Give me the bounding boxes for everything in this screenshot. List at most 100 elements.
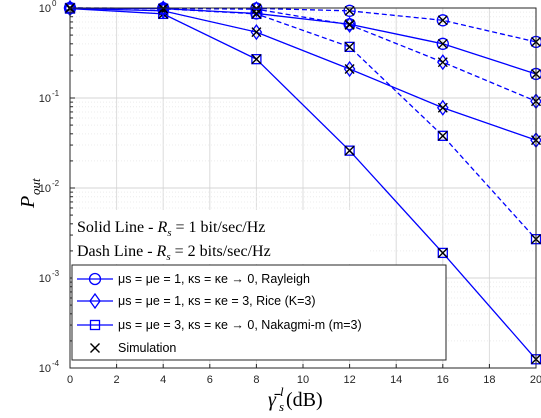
circle-marker <box>436 37 449 50</box>
x-marker-stroke <box>251 8 262 19</box>
y-tick-label: 10 <box>39 93 51 105</box>
square-marker <box>251 54 262 65</box>
y-tick-exponent: -4 <box>52 359 60 368</box>
y-tick-exponent: -1 <box>52 89 60 98</box>
x-marker-stroke <box>437 15 448 26</box>
simulation-point <box>437 57 448 68</box>
circle-marker <box>343 4 356 17</box>
diamond-marker <box>343 16 356 33</box>
series-5-point <box>437 130 448 141</box>
x-tick-label: 0 <box>67 374 73 386</box>
series-line-4 <box>69 7 537 102</box>
legend-entry-rice: μs = μe = 1, κs = κe = 3, Rice (K=3) <box>118 294 315 308</box>
y-axis-label: P out <box>17 178 43 209</box>
diamond-marker <box>437 54 449 71</box>
simulation-point <box>344 145 355 156</box>
diamond-marker <box>250 1 263 18</box>
series-0-point <box>436 37 449 50</box>
simulation-point <box>251 54 262 65</box>
x-marker-stroke <box>158 3 169 14</box>
annotation-box: Solid Line - Rs = 1 bit/sec/Hz Dash Line… <box>73 210 369 264</box>
x-marker-stroke <box>344 145 355 156</box>
x-marker-stroke <box>344 64 355 74</box>
square-marker <box>158 3 169 14</box>
x-tick-label: 10 <box>297 374 309 386</box>
diamond-marker <box>89 292 101 310</box>
x-marker-stroke <box>344 19 355 30</box>
series-3-point <box>436 14 449 27</box>
circle-marker <box>436 14 449 27</box>
series-1-point <box>343 60 356 78</box>
square-marker <box>89 319 101 331</box>
annotation-background <box>73 210 369 264</box>
circle-marker <box>88 272 102 286</box>
simulation-point <box>437 130 448 141</box>
y-tick-exponent: -2 <box>52 179 60 188</box>
simulation-point <box>344 19 355 30</box>
legend: μs = μe = 1, κs = κe → 0, Rayleigh μs = … <box>71 264 447 361</box>
series-5-point <box>344 41 355 53</box>
legend-marker <box>90 343 100 353</box>
x-tick-label: 14 <box>390 374 402 386</box>
x-tick-label: 18 <box>483 374 495 386</box>
y-tick-label: 10 <box>39 273 51 285</box>
legend-entry-simulation: Simulation <box>118 341 176 355</box>
y-tick-exponent: -3 <box>52 269 60 278</box>
simulation-point <box>437 102 448 113</box>
diamond-marker <box>250 23 263 41</box>
simulation-point <box>344 41 355 52</box>
x-tick-label: 20 <box>530 374 541 386</box>
y-tick-label: 10 <box>39 3 51 15</box>
x-marker-stroke <box>437 102 448 113</box>
diamond-marker <box>343 60 356 78</box>
x-marker-stroke <box>251 27 262 38</box>
simulation-point <box>344 64 355 74</box>
series-1-point <box>437 99 449 116</box>
x-axis-sub: s <box>279 399 284 414</box>
y-tick-exponent: 0 <box>52 0 57 8</box>
square-marker <box>251 8 262 20</box>
square-marker <box>344 145 355 156</box>
series-line-1 <box>69 7 537 141</box>
series-line-5 <box>69 7 537 240</box>
series-2-point <box>437 247 448 259</box>
series-5-point <box>251 8 262 20</box>
legend-marker <box>89 292 101 310</box>
series-2-point <box>344 145 355 156</box>
legend-marker <box>89 319 101 331</box>
series-2-point <box>251 54 262 65</box>
legend-entry-nakagami: μs = μe = 3, κs = κe → 0, Nakagmi-m (m=3… <box>118 318 362 332</box>
square-marker <box>344 41 355 53</box>
x-marker-stroke <box>437 38 448 49</box>
legend-box <box>71 264 447 361</box>
x-axis-unit: (dB) <box>286 389 323 411</box>
annotation-solid-line: Solid Line - Rs = 1 bit/sec/Hz <box>77 219 265 239</box>
legend-marker <box>88 272 102 286</box>
legend-entry-rayleigh: μs = μe = 1, κs = κe → 0, Rayleigh <box>118 272 310 286</box>
series-1-point <box>250 23 263 41</box>
x-marker-stroke <box>251 54 262 65</box>
annotation-dash-line: Dash Line - Rs = 2 bits/sec/Hz <box>77 243 271 263</box>
series-line-3 <box>69 7 537 43</box>
simulation-point <box>158 3 169 14</box>
series-5-point <box>158 3 169 14</box>
x-tick-label: 2 <box>114 374 120 386</box>
series-4-point <box>343 16 356 33</box>
x-marker-stroke <box>437 57 448 68</box>
simulation-point <box>251 8 262 19</box>
series-4-point <box>250 1 263 18</box>
series-3-point <box>343 4 356 17</box>
simulation-point <box>251 27 262 38</box>
simulation-point <box>437 15 448 26</box>
series-line-2 <box>69 7 537 360</box>
series-4-point <box>437 54 449 71</box>
simulation-point <box>437 38 448 49</box>
simulation-point <box>437 247 448 258</box>
x-tick-label: 16 <box>437 374 449 386</box>
x-marker-stroke <box>437 130 448 141</box>
diamond-marker <box>437 99 449 116</box>
y-tick-label: 10 <box>39 183 51 195</box>
square-marker <box>437 247 448 259</box>
